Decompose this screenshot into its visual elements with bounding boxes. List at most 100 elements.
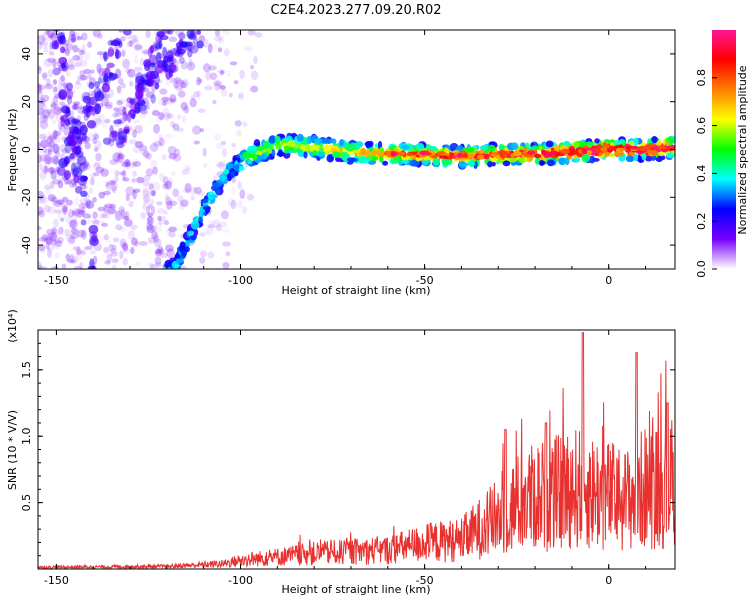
spectrogram-noise-cell — [120, 82, 127, 89]
spectrogram-noise-cell — [180, 101, 188, 111]
spectrogram-noise-cell — [120, 112, 130, 117]
spectrogram-noise-cell — [59, 144, 67, 153]
spectrogram-noise-cell — [163, 180, 172, 188]
x-tick-label: -150 — [44, 574, 69, 587]
spectrogram-ridge-cell — [545, 140, 554, 148]
spectrogram-streak-cell — [149, 45, 155, 54]
spectrogram-ridge-cell — [169, 272, 175, 279]
spectrogram-noise-cell — [239, 69, 245, 80]
spectrogram-noise-cell — [161, 183, 169, 190]
spectrogram-noise-cell — [45, 237, 53, 245]
spectrogram-x-ticks: -150 -100 -50 0 — [44, 30, 647, 287]
spectrogram-noise-cell — [81, 32, 88, 41]
spectrogram-peak-cell — [637, 147, 647, 152]
spectrogram-noise-cell — [51, 200, 59, 206]
spectrogram-noise-cell — [146, 221, 153, 231]
spectrogram-noise-cell — [41, 233, 48, 243]
spectrogram-streak-cell — [110, 40, 121, 47]
spectrogram-x-label: Height of straight line (km) — [281, 284, 430, 297]
spectrogram-noise-cell — [157, 215, 162, 222]
spectrogram-noise-cell — [92, 30, 101, 38]
spectrogram-streak-cell — [103, 51, 108, 62]
snr-panel: -150 -100 -50 0 0.5 1.0 1.5 Height of straigh… — [6, 309, 676, 596]
spectrogram-noise-cell — [208, 65, 217, 71]
spectrogram-noise-cell — [97, 234, 106, 241]
spectrogram-noise-cell — [72, 54, 81, 61]
spectrogram-streak-cell — [60, 62, 67, 69]
spectrogram-noise-cell — [38, 236, 48, 242]
spectrogram-peak-cell — [586, 149, 593, 155]
spectrogram-noise-cell — [143, 199, 150, 205]
spectrogram-noise-cell — [77, 209, 86, 215]
spectrogram-noise-cell — [79, 59, 88, 67]
spectrogram-noise-cell — [132, 189, 137, 200]
spectrogram-streak-cell — [122, 106, 127, 116]
spectrogram-noise-cell — [47, 57, 55, 63]
spectrogram-streak-cell — [57, 32, 66, 42]
spectrogram-noise-cell — [122, 177, 130, 182]
spectrogram-ridge-cell — [491, 161, 496, 167]
spectrogram-noise-cell — [38, 65, 42, 72]
spectrogram-noise-cell — [47, 144, 53, 153]
spectrogram-noise-cell — [92, 163, 101, 170]
spectrogram-noise-cell — [55, 107, 63, 113]
spectrogram-noise-cell — [218, 221, 227, 228]
spectrogram-noise-cell — [72, 207, 81, 217]
spectrogram-noise-cell — [38, 262, 42, 269]
spectrogram-streak-cell — [109, 130, 118, 142]
spectrogram-ridge-cell — [379, 146, 384, 153]
spectrogram-noise-cell — [105, 182, 112, 192]
spectrogram-noise-cell — [250, 64, 255, 70]
spectrogram-noise-cell — [91, 219, 100, 225]
spectrogram-noise-cell — [81, 44, 86, 55]
spectrogram-noise-cell — [92, 31, 100, 37]
spectrogram-ridge-cell — [650, 155, 657, 161]
spectrogram-ridge-cell — [187, 230, 195, 236]
spectrogram-noise-cell — [92, 114, 101, 123]
spectrogram-noise-cell — [56, 199, 65, 206]
spectrogram-ridge-cell — [339, 139, 344, 146]
spectrogram-ridge-cell — [538, 159, 545, 166]
spectrogram-noise-cell — [44, 148, 50, 156]
spectrogram-streak-cell — [66, 82, 73, 91]
spectrogram-ridge-cell — [164, 270, 170, 278]
spectrogram-noise-cell — [122, 58, 130, 69]
spectrogram-streak-cell — [150, 94, 156, 104]
spectrogram-noise-cell — [78, 49, 86, 56]
spectrogram-noise-cell — [173, 82, 179, 89]
spectrogram-streak-cell — [134, 102, 141, 114]
spectrogram-noise-cell — [186, 61, 196, 71]
spectrogram-noise-cell — [118, 153, 125, 160]
spectrogram-noise-cell — [147, 215, 153, 223]
spectrogram-noise-cell — [62, 206, 68, 215]
spectrogram-noise-cell — [101, 222, 109, 227]
spectrogram-ridge-cell — [651, 136, 658, 144]
spectrogram-noise-cell — [181, 168, 187, 175]
spectrogram-ridge-cell — [263, 141, 270, 149]
spectrogram-noise-cell — [150, 159, 158, 169]
spectrogram-noise-cell — [101, 212, 108, 219]
spectrogram-noise-cell — [68, 219, 76, 230]
spectrogram-peak-cell — [431, 154, 438, 159]
spectrogram-streak-cell — [73, 174, 80, 184]
spectrogram-noise-cell — [59, 124, 66, 133]
spectrogram-ridge-cell — [589, 155, 596, 164]
spectrogram-ridge-cell — [558, 157, 567, 166]
spectrogram-ridge-cell — [223, 169, 230, 175]
spectrogram-noise-cell — [131, 158, 139, 165]
spectrogram-noise-cell — [142, 179, 150, 187]
spectrogram-noise-cell — [90, 69, 95, 74]
spectrogram-peak-cell — [560, 148, 570, 155]
spectrogram-noise-cell — [166, 200, 173, 210]
spectrogram-noise-cell — [134, 124, 143, 134]
spectrogram-noise-cell — [132, 146, 142, 154]
spectrogram-noise-cell — [106, 253, 113, 263]
spectrogram-noise-cell — [89, 173, 97, 178]
spectrogram-streak-cell — [135, 72, 144, 82]
spectrogram-noise-cell — [43, 154, 52, 165]
spectrogram-noise-cell — [77, 54, 84, 62]
spectrogram-noise-cell — [71, 210, 76, 217]
spectrogram-noise-cell — [98, 214, 107, 219]
spectrogram-noise-cell — [93, 172, 100, 177]
